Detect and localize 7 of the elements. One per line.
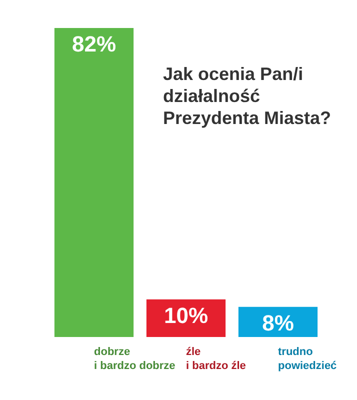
x-tick-label: trudno powiedzieć — [278, 346, 337, 372]
data-label: 10% — [164, 302, 208, 328]
x-tick-label: źle i bardzo źle — [186, 346, 246, 372]
data-label: 82% — [72, 32, 116, 56]
text: Jak ocenia Pan/i działalność Prezydenta Miasta? — [163, 64, 332, 128]
x-tick-label: dobrze i bardzo dobrze — [94, 346, 176, 372]
data-label: 8% — [262, 310, 294, 336]
